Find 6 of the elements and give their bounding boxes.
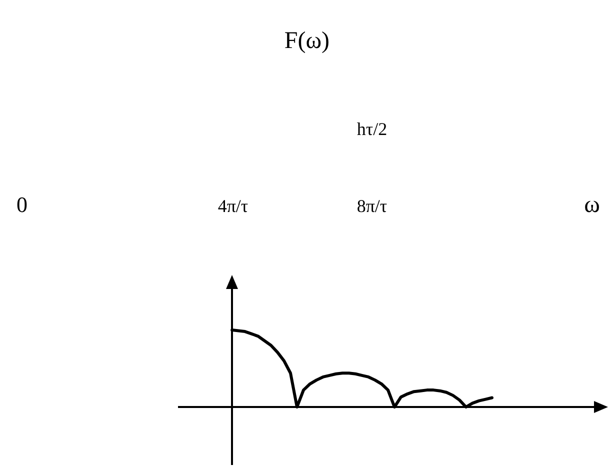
text: 8π/τ [356, 196, 388, 216]
text: hτ/2 [356, 119, 388, 139]
text: ω [584, 192, 600, 218]
text: 4π/τ [218, 196, 248, 216]
text: 0 [16, 192, 28, 217]
text: F(ω) [284, 28, 330, 54]
